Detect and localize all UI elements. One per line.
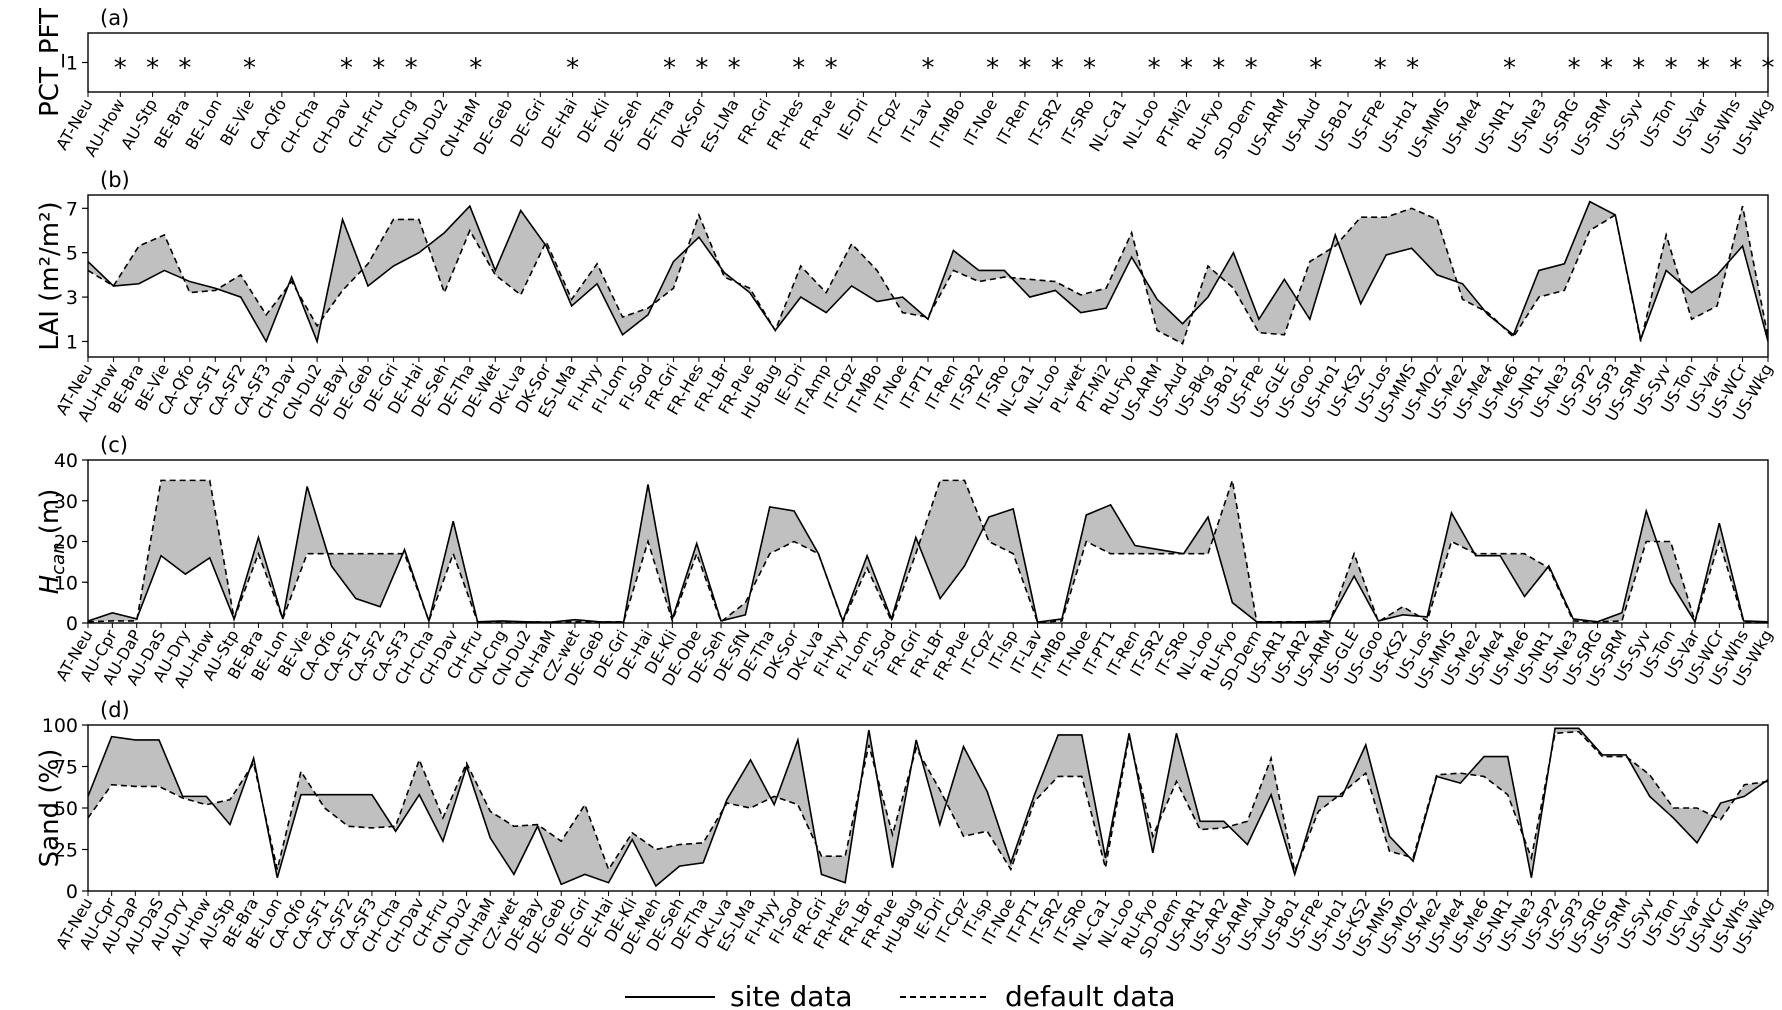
plot-frame (87, 724, 1769, 892)
y-tick-label: 1 (66, 53, 78, 75)
y-tick-label: 1 (66, 331, 78, 353)
legend-default-label: default data (1005, 980, 1176, 1010)
default-data-line (87, 205, 1769, 345)
y-tick-label: 30 (54, 491, 78, 513)
flag-star: * (825, 54, 838, 84)
difference-area (88, 728, 1768, 887)
plot-frame (87, 459, 1769, 624)
panel-d: (d)Sand (%)0255075100AT-NeuAU-CprAU-DaPA… (35, 698, 1776, 961)
flag-star: * (1406, 54, 1419, 84)
flag-star: * (1309, 54, 1322, 84)
panel-b: (b)LAI (m²/m²) 1357AT-NeuAU-HowBE-BraBE-V… (35, 168, 1776, 427)
y-tick-label: 5 (66, 243, 78, 265)
flag-star: * (1148, 54, 1161, 84)
y-tick-label: 40 (54, 450, 78, 472)
panel-label: (d) (100, 698, 130, 722)
flag-star: * (1503, 54, 1516, 84)
difference-area (88, 480, 1768, 623)
y-tick-label: 10 (54, 572, 78, 594)
y-tick-label: 25 (54, 840, 78, 862)
y-tick-label: 20 (54, 532, 78, 554)
panel-label: (b) (100, 168, 130, 192)
flag-star: * (1665, 54, 1678, 84)
flag-star: * (1018, 54, 1031, 84)
flag-star: * (1632, 54, 1645, 84)
y-tick-label: 3 (66, 287, 78, 309)
panels: (a)PCT_PFT 1AT-NeuAU-HowAU-StpBE-BraBE-Lo… (35, 6, 1776, 961)
flag-star: * (1374, 54, 1387, 84)
flag-star: * (1600, 54, 1613, 84)
flag-star: * (1568, 54, 1581, 84)
flag-star: * (114, 54, 127, 84)
flag-star: * (1729, 54, 1742, 84)
plot-frame (87, 194, 1769, 358)
flag-star: * (146, 54, 159, 84)
y-tick-label: 7 (66, 198, 78, 220)
flag-star: * (1180, 54, 1193, 84)
flag-star: * (1212, 54, 1225, 84)
panel-label: (c) (100, 433, 128, 457)
legend: site data default data (625, 980, 1176, 1010)
flag-star: * (792, 54, 805, 84)
flag-star: * (405, 54, 418, 84)
flag-star: * (728, 54, 741, 84)
y-tick-label: 50 (54, 798, 78, 820)
y-tick-label: 75 (54, 757, 78, 779)
panel-c: (c)Hcan (m)010203040AT-NeuAU-CprAU-DaPAU… (35, 433, 1776, 693)
panel-a: (a)PCT_PFT 1AT-NeuAU-HowAU-StpBE-BraBE-Lo… (35, 6, 1776, 162)
default-data-line (87, 479, 1768, 625)
site-data-line (87, 484, 1769, 624)
flag-star: * (372, 54, 385, 84)
y-tick-label: 0 (66, 881, 78, 903)
y-axis-label: Hcan (m) (35, 489, 69, 595)
flag-star: * (1697, 54, 1710, 84)
legend-site-label: site data (730, 980, 853, 1010)
flag-star: * (922, 54, 935, 84)
flag-star: * (469, 54, 482, 84)
flag-star: * (178, 54, 191, 84)
y-axis-label: LAI (m²/m²) (35, 201, 65, 350)
flag-star: * (1245, 54, 1258, 84)
flag-star: * (663, 54, 676, 84)
y-tick-label: 100 (42, 715, 78, 737)
site-data-line (87, 727, 1769, 888)
site-data-line (87, 200, 1769, 345)
flag-star: * (1051, 54, 1064, 84)
y-tick-label: 0 (66, 613, 78, 635)
flag-star: * (243, 54, 256, 84)
difference-area (88, 201, 1768, 344)
x-tick-label: IT-Cpz (863, 96, 904, 148)
y-axis-label: Sand (%) (35, 749, 65, 868)
flag-star: * (986, 54, 999, 84)
flag-star: * (695, 54, 708, 84)
flag-star: * (566, 54, 579, 84)
y-axis-label: PCT_PFT (35, 8, 65, 117)
plot-frame (87, 32, 1769, 93)
flag-star: * (1083, 54, 1096, 84)
flag-star: * (340, 54, 353, 84)
panel-label: (a) (100, 6, 129, 30)
